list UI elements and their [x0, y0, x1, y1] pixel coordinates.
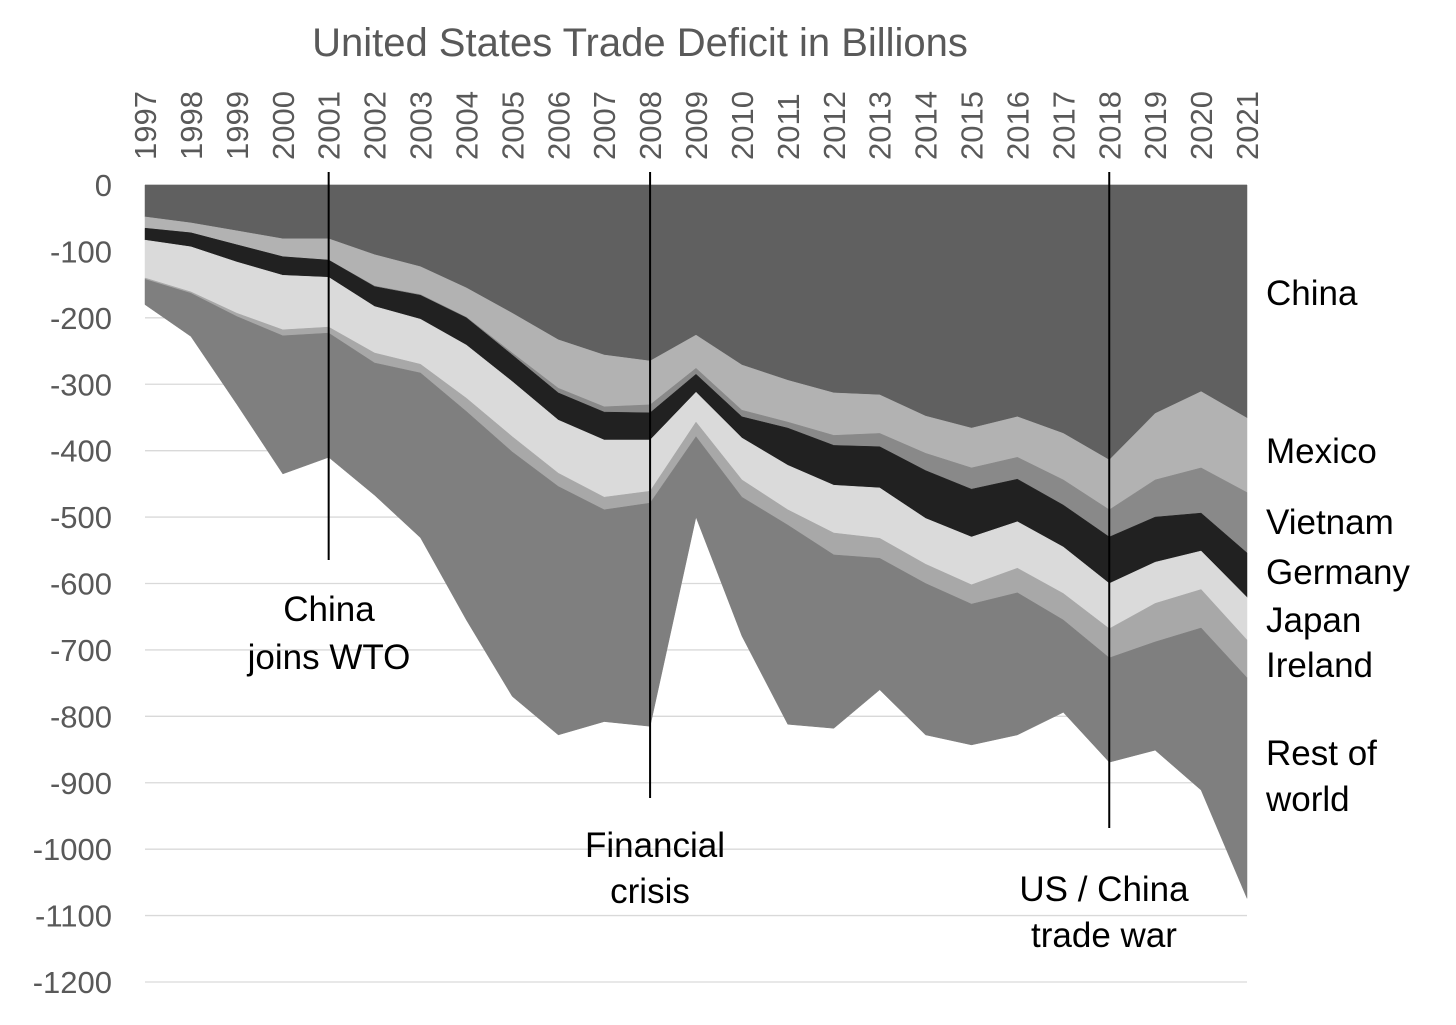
annotation-financial-crisis: Financial crisis [585, 826, 725, 911]
x-tick-label: 2005 [495, 91, 530, 160]
x-tick-label: 2003 [404, 91, 439, 160]
annotation-trade-war: US / China trade war [1019, 870, 1189, 955]
x-tick-label: 2020 [1184, 91, 1219, 160]
x-tick-label: 1997 [128, 91, 163, 160]
x-tick-label: 2018 [1092, 91, 1127, 160]
legend-china: China [1266, 274, 1358, 313]
legend-rest-of-world: world [1265, 780, 1350, 819]
x-tick-label: 2006 [541, 91, 576, 160]
x-tick-label: 2015 [955, 91, 990, 160]
area-rest-of-world [144, 278, 1248, 899]
y-tick-label: -400 [50, 434, 112, 469]
legend-japan: Japan [1266, 601, 1361, 640]
annotation-text: China [283, 590, 375, 629]
y-tick-label: -500 [50, 500, 112, 535]
annotation-text: joins WTO [247, 638, 411, 677]
annotation-text: US / China [1019, 870, 1189, 909]
x-tick-label: 2012 [817, 91, 852, 160]
series-labels: China Mexico Vietnam Germany Japan Irela… [1265, 274, 1410, 819]
annotation-wto: China joins WTO [247, 590, 411, 677]
annotation-text: crisis [610, 872, 690, 911]
x-tick-label: 2010 [725, 91, 760, 160]
y-tick-label: 0 [95, 168, 112, 203]
x-tick-label: 2016 [1000, 91, 1035, 160]
x-tick-label: 1999 [220, 91, 255, 160]
x-tick-label: 2001 [312, 91, 347, 160]
x-tick-label: 2011 [771, 93, 806, 160]
x-tick-label: 2002 [358, 91, 393, 160]
x-tick-label: 2017 [1046, 91, 1081, 160]
x-tick-label: 1998 [174, 91, 209, 160]
x-axis-tick-labels: 1997 1998 1999 2000 2001 2002 2003 2004 2005 2006… [128, 91, 1265, 160]
y-tick-label: -300 [50, 367, 112, 402]
y-tick-label: -800 [50, 699, 112, 734]
y-tick-label: -1000 [33, 832, 112, 867]
y-tick-label: -700 [50, 633, 112, 668]
legend-mexico: Mexico [1266, 432, 1377, 471]
legend-vietnam: Vietnam [1266, 503, 1394, 542]
y-tick-label: -1100 [35, 899, 112, 934]
x-tick-label: 2007 [587, 91, 622, 160]
x-tick-label: 2008 [633, 91, 668, 160]
chart-title: United States Trade Deficit in Billions [312, 21, 968, 65]
y-tick-label: -100 [50, 234, 112, 269]
y-axis-tick-labels: 0 -100 -200 -300 -400 -500 -600 -700 -800 -900 -10… [33, 168, 112, 1000]
stacked-areas [144, 184, 1248, 899]
annotation-text: trade war [1031, 916, 1177, 955]
legend-germany: Germany [1266, 553, 1410, 592]
event-lines [327, 172, 1111, 828]
y-tick-label: -200 [50, 301, 112, 336]
x-tick-label: 2009 [679, 91, 714, 160]
legend-rest-of-world: Rest of [1266, 734, 1377, 773]
x-tick-label: 2014 [909, 91, 944, 160]
y-tick-label: -900 [50, 766, 112, 801]
y-tick-label: -1200 [33, 965, 112, 1000]
x-tick-label: 2013 [863, 91, 898, 160]
annotation-text: Financial [585, 826, 725, 865]
x-tick-label: 2004 [449, 91, 484, 160]
x-tick-label: 2000 [266, 91, 301, 160]
y-tick-label: -600 [50, 567, 112, 602]
x-tick-label: 2021 [1230, 91, 1265, 160]
x-tick-label: 2019 [1138, 91, 1173, 160]
legend-ireland: Ireland [1266, 646, 1373, 685]
